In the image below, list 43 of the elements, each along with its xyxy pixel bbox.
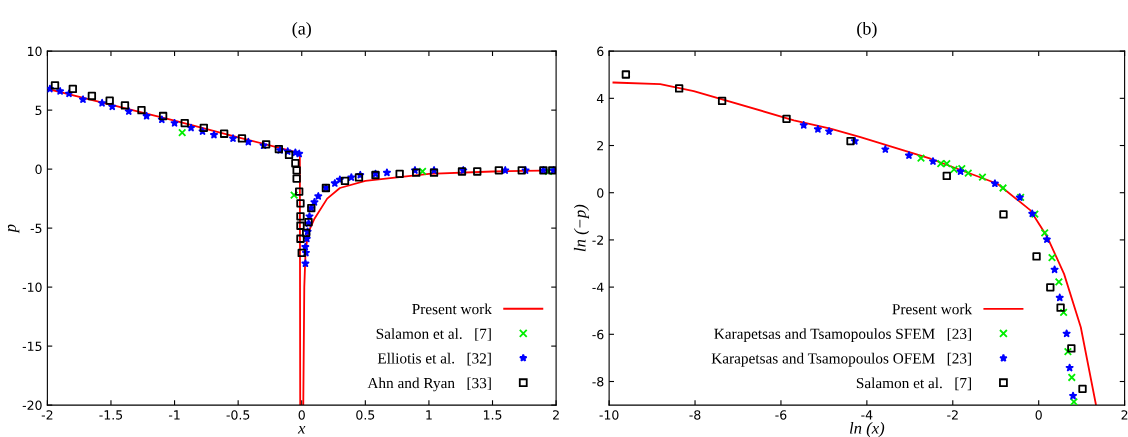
y-tick-label: -2 bbox=[592, 235, 604, 245]
x-tick-label: -0.5 bbox=[226, 410, 250, 420]
x-tick-label: 0.5 bbox=[356, 410, 375, 420]
y-tick-label: 0 bbox=[597, 188, 604, 198]
legend-label: Karapetsas and Tsamopoulos SFEM [23] bbox=[714, 328, 971, 343]
legend-label: Salamon et al. [7] bbox=[856, 377, 971, 391]
legend-label: Karapetsas and Tsamopoulos OFEM [23] bbox=[711, 352, 971, 367]
x-tick-label: -1 bbox=[168, 410, 180, 420]
y-tick-label: 6 bbox=[597, 46, 604, 57]
y-tick-label: -20 bbox=[22, 400, 42, 411]
y-axis-title: p bbox=[7, 224, 20, 234]
x-axis-title: ln (x) bbox=[849, 422, 885, 437]
x-tick-label: 2 bbox=[1121, 410, 1128, 420]
y-tick-label: -15 bbox=[22, 341, 42, 352]
x-tick-label: -2 bbox=[947, 410, 958, 420]
chart-title: (a) bbox=[292, 21, 311, 39]
x-tick-label: 2 bbox=[553, 410, 559, 420]
y-tick-label: -8 bbox=[592, 376, 604, 387]
y-tick-label: 10 bbox=[27, 46, 42, 57]
x-tick-label: 0 bbox=[1035, 410, 1042, 420]
x-axis-title: x bbox=[297, 425, 306, 434]
y-tick-label: -10 bbox=[22, 282, 42, 293]
x-tick-label: 1.5 bbox=[483, 410, 502, 420]
x-tick-label: 1 bbox=[426, 410, 432, 420]
y-tick-label: 2 bbox=[597, 140, 604, 151]
x-tick-label: -4 bbox=[861, 410, 873, 420]
y-tick-label: 0 bbox=[35, 164, 42, 175]
y-axis-title: ln (−p) bbox=[573, 204, 590, 252]
x-tick-label: -8 bbox=[689, 410, 701, 420]
x-tick-label: 0 bbox=[298, 410, 305, 420]
x-tick-label: -6 bbox=[775, 410, 787, 420]
x-tick-label: -1.5 bbox=[99, 410, 123, 420]
legend-label: Present work bbox=[892, 303, 973, 315]
y-tick-label: 4 bbox=[596, 93, 604, 104]
y-tick-label: 5 bbox=[35, 105, 42, 116]
chart-title: (b) bbox=[857, 21, 877, 39]
legend-label: Salamon et al. [7] bbox=[376, 328, 491, 341]
y-tick-label: -5 bbox=[30, 223, 42, 234]
legend-label: Ahn and Ryan [33] bbox=[367, 377, 491, 392]
y-tick-label: -4 bbox=[592, 282, 604, 292]
legend-label: Elliotis et al. [32] bbox=[377, 352, 491, 366]
y-tick-label: -6 bbox=[592, 329, 604, 340]
legend-label: Present work bbox=[412, 303, 492, 315]
